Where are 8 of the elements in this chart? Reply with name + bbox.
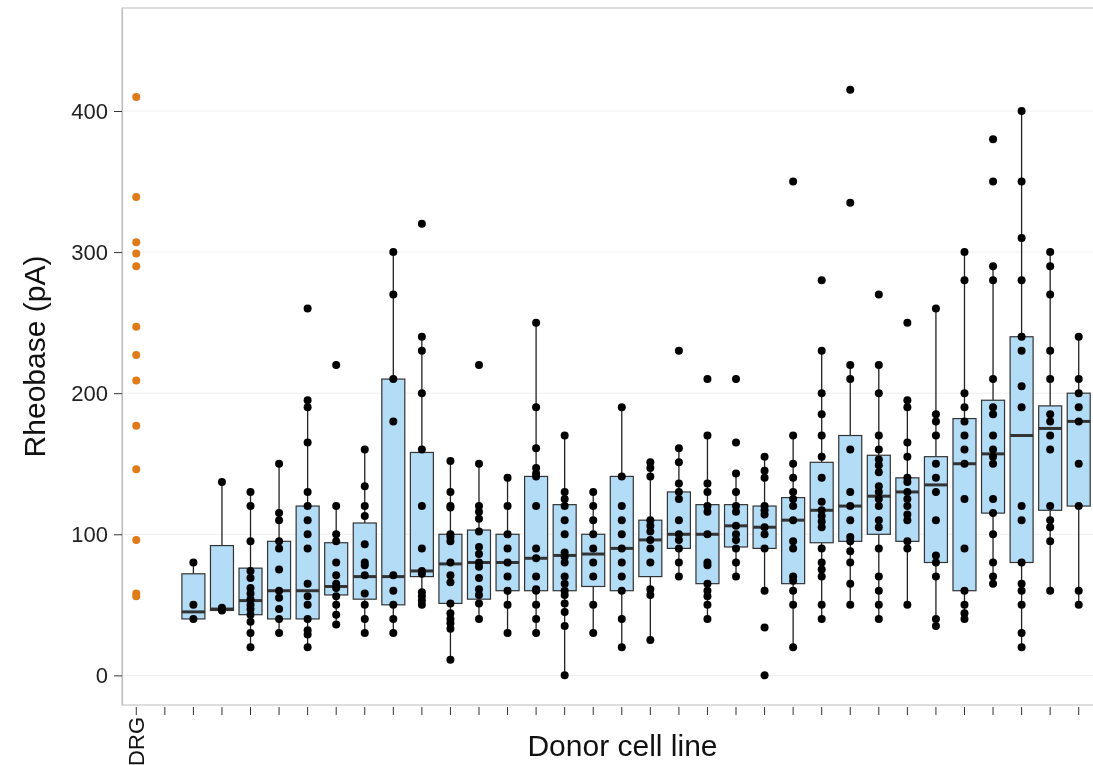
x-axis-title: Donor cell line — [527, 729, 718, 762]
y-tick-label: 300 — [71, 239, 108, 265]
y-tick-label: 0 — [95, 662, 108, 688]
y-axis-title: Rheobase (pA) — [18, 255, 51, 458]
y-tick-label: 100 — [71, 521, 108, 547]
y-tick-label: 200 — [71, 380, 108, 406]
x-tick-label: DRG — [123, 717, 149, 765]
y-tick-label: 400 — [71, 98, 108, 124]
